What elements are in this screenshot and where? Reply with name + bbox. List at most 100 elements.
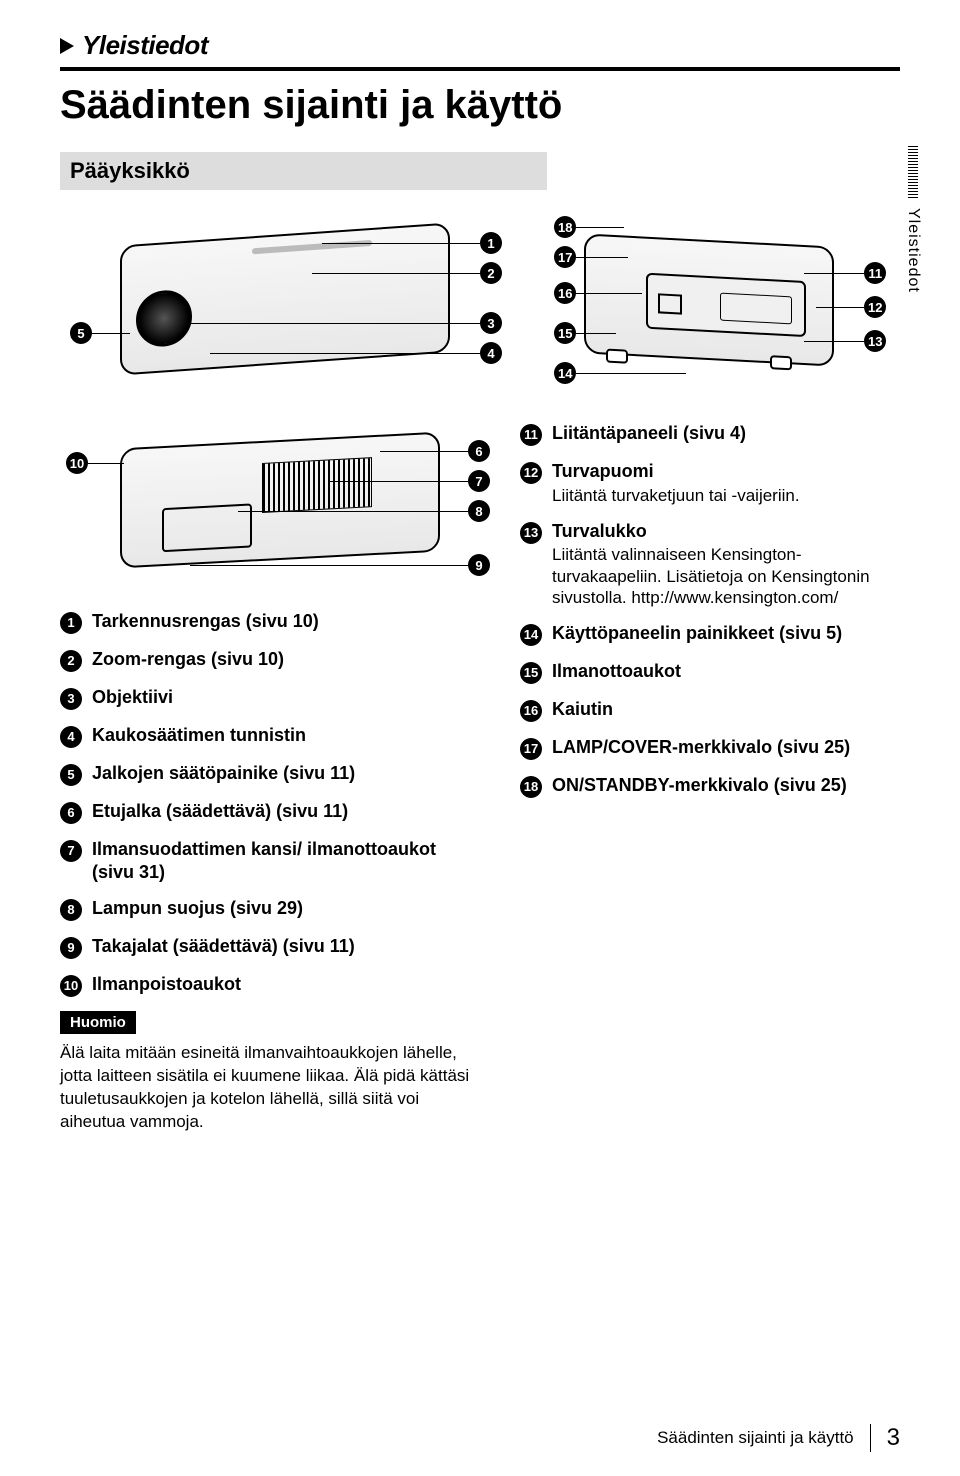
leader (804, 341, 864, 342)
callout-12: 12 (864, 296, 886, 318)
item-subtext: Liitäntä turvaketjuun tai -vaijeriin. (552, 485, 800, 506)
leader (816, 307, 864, 308)
list-item: 11Liitäntäpaneeli (sivu 4) (520, 422, 900, 446)
item-title: Objektiivi (92, 686, 173, 709)
item-number: 7 (60, 840, 82, 862)
callout-6: 6 (468, 440, 490, 462)
page-number: 3 (887, 1424, 900, 1452)
callout-2: 2 (480, 262, 502, 284)
list-item: 9Takajalat (säädettävä) (sivu 11) (60, 935, 480, 959)
item-title: Lampun suojus (sivu 29) (92, 897, 303, 920)
diagram-top-right: 18 17 16 15 14 11 12 13 (554, 204, 900, 404)
callout-8: 8 (468, 500, 490, 522)
right-list: 11Liitäntäpaneeli (sivu 4) 12TurvapuomiLi… (520, 422, 900, 798)
triangle-icon (60, 38, 74, 54)
callout-4: 4 (480, 342, 502, 364)
leader (576, 293, 642, 294)
item-number: 17 (520, 738, 542, 760)
item-number: 8 (60, 899, 82, 921)
diagram-top-left: 1 2 3 4 5 (60, 204, 524, 404)
left-list: 1 Tarkennusrengas (sivu 10) 2Zoom-rengas (… (60, 610, 480, 997)
leader (190, 323, 480, 324)
item-title: Ilmansuodattimen kansi/ ilmanottoaukot (… (92, 838, 480, 883)
left-column: 10 6 7 8 9 1Tarkennusrengas (sivu 10)2Zo… (60, 422, 480, 1134)
callout-7: 7 (468, 470, 490, 492)
list-item: 4 Kaukosäätimen tunnistin (60, 724, 480, 748)
item-title: Käyttöpaneelin painikkeet (sivu 5) (552, 622, 842, 645)
note-text: Älä laita mitään esineitä ilmanvaihtoauk… (60, 1042, 480, 1134)
item-title: Tarkennusrengas (sivu 10) (92, 610, 319, 633)
list-item: 16 Kaiutin (520, 698, 900, 722)
connector-block-icon (720, 293, 792, 325)
footer-divider (870, 1424, 871, 1452)
callout-15: 15 (554, 322, 576, 344)
foot-icon (606, 349, 628, 364)
item-title: Kaiutin (552, 698, 613, 721)
item-number: 3 (60, 688, 82, 710)
item-title: TurvalukkoLiitäntä valinnaiseen Kensingt… (552, 520, 900, 608)
callout-5: 5 (70, 322, 92, 344)
item-title: Etujalka (säädettävä) (sivu 11) (92, 800, 348, 823)
note-block: Huomio Älä laita mitään esineitä ilmanva… (60, 1011, 480, 1134)
item-title: TurvapuomiLiitäntä turvaketjuun tai -vai… (552, 460, 800, 506)
leader (312, 273, 480, 274)
list-item: 18 ON/STANDBY-merkkivalo (sivu 25) (520, 774, 900, 798)
callout-9: 9 (468, 554, 490, 576)
item-subtext: Liitäntä valinnaiseen Kensington-turvaka… (552, 544, 900, 608)
item-number: 16 (520, 700, 542, 722)
diagram-bottom-left: 10 6 7 8 9 (60, 422, 530, 592)
item-title: Kaukosäätimen tunnistin (92, 724, 306, 747)
page-footer: Säädinten sijainti ja käyttö 3 (657, 1424, 900, 1452)
section-header: Yleistiedot (60, 30, 900, 61)
callout-10: 10 (66, 452, 88, 474)
foot-icon (770, 355, 792, 370)
leader (238, 511, 468, 512)
list-item: 5 Jalkojen säätöpainike (sivu 11) (60, 762, 480, 786)
item-number: 1 (60, 612, 82, 634)
list-item: 10 Ilmanpoistoaukot (60, 973, 480, 997)
item-title: Liitäntäpaneeli (sivu 4) (552, 422, 746, 445)
power-socket-icon (658, 293, 682, 314)
footer-caption: Säädinten sijainti ja käyttö (657, 1428, 854, 1448)
callout-11: 11 (864, 262, 886, 284)
list-item: 17 LAMP/COVER-merkkivalo (sivu 25) (520, 736, 900, 760)
item-title: Takajalat (säädettävä) (sivu 11) (92, 935, 355, 958)
callout-18: 18 (554, 216, 576, 238)
list-item: 1 Tarkennusrengas (sivu 10) (60, 610, 480, 634)
leader (576, 333, 616, 334)
leader (190, 565, 468, 566)
item-title: LAMP/COVER-merkkivalo (sivu 25) (552, 736, 850, 759)
item-number: 15 (520, 662, 542, 684)
section-header-text: Yleistiedot (82, 30, 208, 61)
leader (322, 243, 480, 244)
list-item: 2Zoom-rengas (sivu 10) (60, 648, 480, 672)
leader (576, 227, 624, 228)
list-item: 6Etujalka (säädettävä) (sivu 11) (60, 800, 480, 824)
item-number: 4 (60, 726, 82, 748)
lens-icon (136, 289, 192, 349)
projector-bottom-body (120, 432, 440, 569)
item-title: ON/STANDBY-merkkivalo (sivu 25) (552, 774, 847, 797)
list-item: 12TurvapuomiLiitäntä turvaketjuun tai -v… (520, 460, 900, 506)
item-title: Jalkojen säätöpainike (sivu 11) (92, 762, 355, 785)
item-number: 5 (60, 764, 82, 786)
item-title: Ilmanottoaukot (552, 660, 681, 683)
content-two-col: 10 6 7 8 9 1 Tarkennusrengas (sivu 10) 2Zo… (60, 422, 900, 1134)
leader (328, 481, 468, 482)
leader (576, 257, 628, 258)
callout-16: 16 (554, 282, 576, 304)
list-item: 7 Ilmansuodattimen kansi/ ilmanottoaukot … (60, 838, 480, 883)
item-number: 2 (60, 650, 82, 672)
leader (576, 373, 686, 374)
list-item: 14Käyttöpaneelin painikkeet (sivu 5) (520, 622, 900, 646)
side-tab-label: Yleistiedot (904, 208, 922, 293)
list-item: 8 Lampun suojus (sivu 29) (60, 897, 480, 921)
item-number: 10 (60, 975, 82, 997)
item-number: 18 (520, 776, 542, 798)
list-item: 15 Ilmanottoaukot (520, 660, 900, 684)
item-title: Ilmanpoistoaukot (92, 973, 241, 996)
list-item: 3 Objektiivi (60, 686, 480, 710)
leader (88, 463, 124, 464)
leader (380, 451, 468, 452)
callout-13: 13 (864, 330, 886, 352)
